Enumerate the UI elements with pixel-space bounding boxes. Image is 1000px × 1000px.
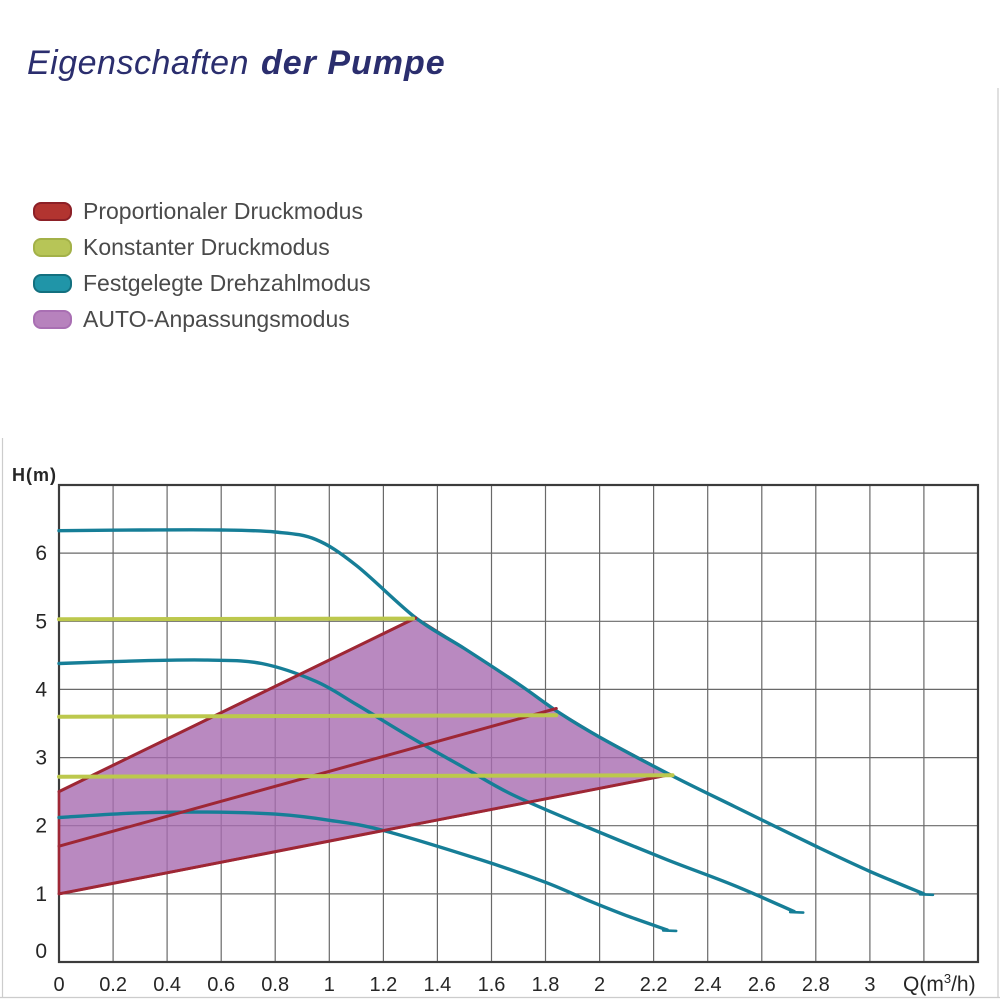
x-tick-label: 0.4 <box>153 974 181 996</box>
x-tick-label: 2 <box>594 974 605 996</box>
x-tick-label: 2.8 <box>802 974 830 996</box>
page-title-emphasis: der Pumpe <box>261 44 446 82</box>
x-tick-label: 3 <box>864 974 875 996</box>
series-constant-max <box>57 616 416 622</box>
x-tick-label: 0.8 <box>261 974 289 996</box>
series-proportional-min <box>57 773 672 896</box>
x-tick-label: 1.8 <box>532 974 560 996</box>
legend-swatch-icon <box>33 273 72 293</box>
series-fixed-speed-max <box>57 528 926 896</box>
legend: Proportionaler Druckmodus Konstanter Druc… <box>33 193 371 337</box>
x-tick-label: 2.4 <box>694 974 722 996</box>
legend-item: AUTO-Anpassungsmodus <box>33 301 371 337</box>
series-fixed-speed-min-end-tick <box>661 929 678 933</box>
y-tick-label: 4 <box>35 678 47 701</box>
x-tick-label: 1.4 <box>423 974 451 996</box>
x-tick-label: 1.6 <box>478 974 506 996</box>
y-tick-label: 6 <box>35 542 47 565</box>
x-tick-label: 2.2 <box>640 974 668 996</box>
series-constant-mid <box>57 713 559 719</box>
series-fixed-speed-mid-end-tick <box>788 910 805 914</box>
legend-item-label: AUTO-Anpassungsmodus <box>83 305 350 332</box>
y-tick-label: 3 <box>35 747 47 770</box>
legend-item: Proportionaler Druckmodus <box>33 193 371 229</box>
page-edge-line <box>0 88 1000 999</box>
legend-swatch-icon <box>33 309 72 329</box>
y-axis-title: H(m) <box>12 465 57 485</box>
x-tick-label: 1 <box>324 974 335 996</box>
y-tick-label: 1 <box>35 883 47 906</box>
legend-item-label: Proportionaler Druckmodus <box>83 197 363 224</box>
series-proportional-max <box>57 616 418 794</box>
series-constant-min <box>57 773 675 779</box>
x-tick-label: 0.2 <box>99 974 127 996</box>
y-tick-label: 5 <box>35 610 47 633</box>
plot-border <box>57 483 980 964</box>
x-axis-title: Q(m3/h) <box>903 971 976 996</box>
series-fixed-speed-mid <box>57 658 796 914</box>
x-tick-label: 1.2 <box>369 974 397 996</box>
legend-item-label: Festgelegte Drehzahlmodus <box>83 269 371 296</box>
x-tick-label: 0.6 <box>207 974 235 996</box>
legend-item: Festgelegte Drehzahlmodus <box>33 265 371 301</box>
x-tick-label: 0 <box>53 974 64 996</box>
x-tick-label: 2.6 <box>748 974 776 996</box>
y-tick-label: 0 <box>35 940 47 963</box>
page-title-prefix: Eigenschaften <box>27 44 249 82</box>
legend-swatch-icon <box>33 237 72 257</box>
legend-swatch-icon <box>33 201 72 221</box>
series-fixed-speed-max-end-tick <box>918 893 935 897</box>
y-tick-label: 2 <box>35 815 47 838</box>
page-title: Eigenschaften der Pumpe <box>27 44 446 83</box>
legend-item: Konstanter Druckmodus <box>33 229 371 265</box>
legend-item-label: Konstanter Druckmodus <box>83 233 330 260</box>
